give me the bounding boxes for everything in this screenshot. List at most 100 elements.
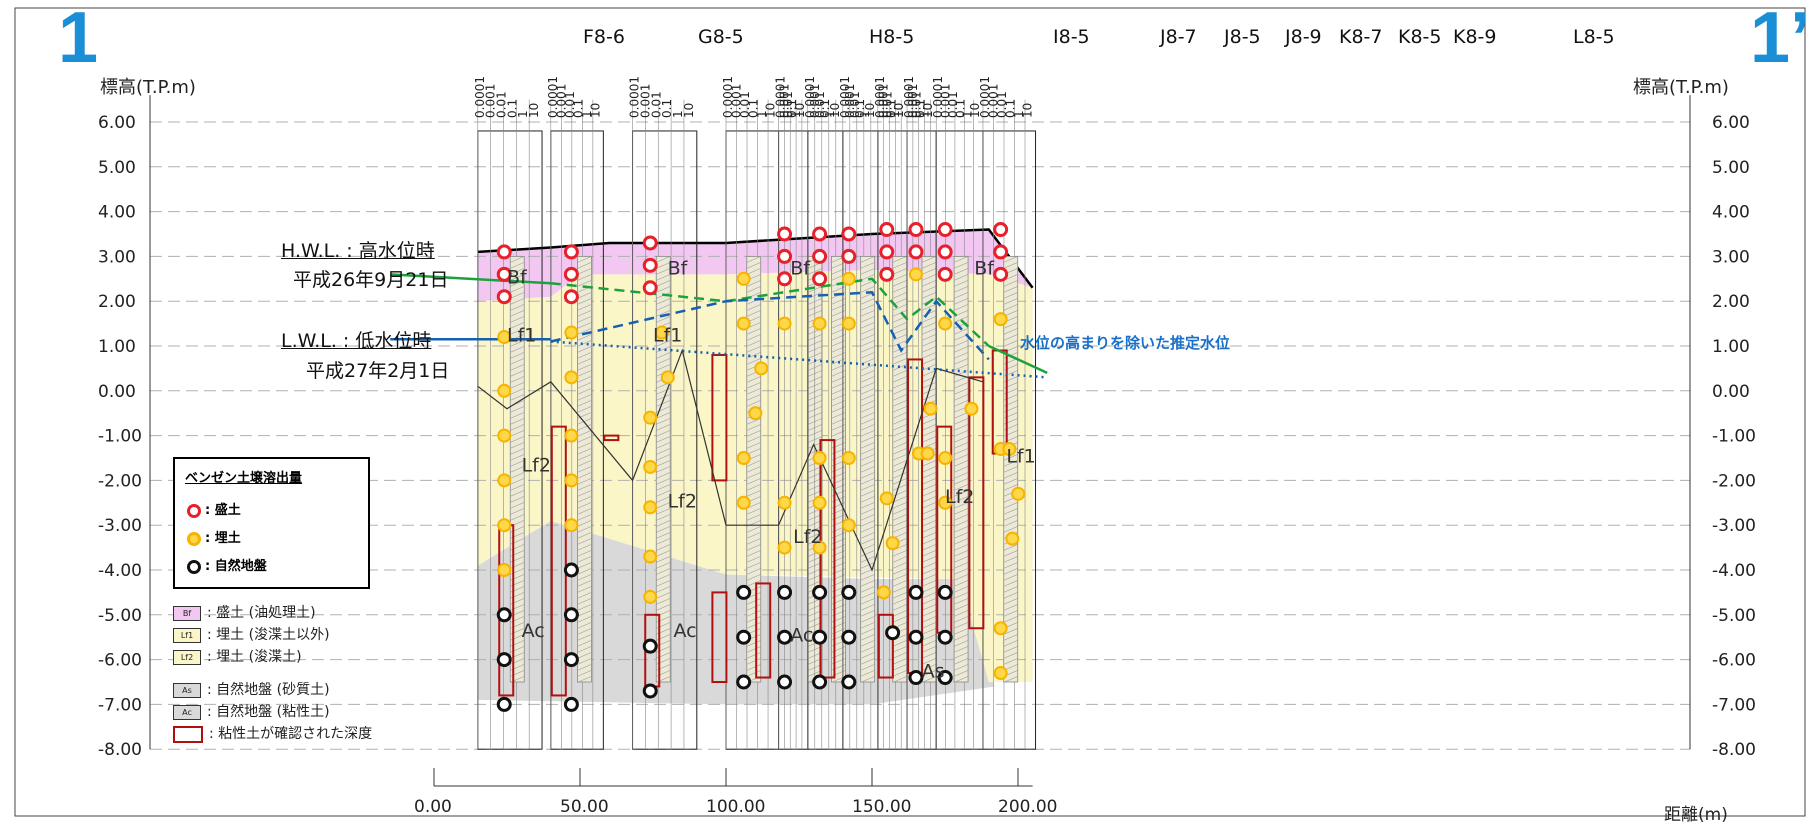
borehole-hatch — [656, 400, 671, 407]
borehole-hatch — [860, 370, 875, 377]
borehole-hatch — [577, 280, 592, 287]
borehole-hatch — [860, 520, 875, 527]
sample-point-natural — [736, 674, 752, 690]
borehole-hatch — [746, 490, 761, 497]
borehole-hatch — [577, 490, 592, 497]
borehole-hatch — [1003, 280, 1018, 287]
concentration-scale-label: 0.001 — [906, 84, 920, 118]
borehole-hatch — [892, 328, 907, 335]
sample-point-embankment — [812, 248, 828, 264]
hwl-line-end — [988, 344, 1048, 375]
layer-label: Bf — [507, 266, 528, 288]
borehole-hatch — [746, 580, 761, 587]
borehole-hatch — [892, 616, 907, 623]
borehole-hatch — [746, 382, 761, 389]
borehole-hatch — [953, 460, 969, 467]
borehole-hatch — [510, 442, 525, 449]
concentration-scale-label: 0.01 — [813, 91, 827, 118]
y-tick-label-left: 2.00 — [98, 292, 136, 312]
borehole-hatch — [892, 436, 907, 443]
borehole-hatch — [921, 394, 937, 401]
borehole-hatch — [746, 610, 761, 617]
concentration-scale-label: 10 — [527, 103, 541, 118]
borehole-hatch — [921, 268, 937, 275]
borehole-hatch — [510, 496, 525, 503]
borehole-hatch — [921, 352, 937, 359]
borehole-hatch — [1003, 502, 1018, 509]
concentration-scale-label: 1 — [580, 110, 594, 118]
borehole-hatch — [746, 262, 761, 269]
borehole-hatch — [860, 280, 875, 287]
borehole-hatch — [921, 616, 937, 623]
borehole-hatch — [953, 544, 969, 551]
borehole-hatch — [953, 628, 969, 635]
black-circle-icon — [187, 559, 201, 574]
sample-point-fill — [993, 666, 1008, 681]
borehole-hatch — [510, 370, 525, 377]
sample-point-fill — [938, 451, 953, 465]
borehole-hatch — [577, 538, 592, 545]
borehole-hatch — [577, 304, 592, 311]
borehole-hatch — [746, 652, 761, 659]
clay-depth-box — [755, 582, 772, 679]
borehole-hatch — [1003, 262, 1018, 269]
clay-depth-box — [711, 353, 728, 482]
legend-item-embankment: : 盛土 — [187, 499, 241, 518]
sample-point-fill — [736, 451, 751, 465]
borehole-hatch — [921, 622, 937, 629]
borehole-header: K8-5 — [1398, 26, 1442, 48]
borehole-hatch — [892, 460, 907, 467]
borehole-hatch — [953, 496, 969, 503]
borehole-hatch — [656, 490, 671, 497]
borehole-hatch — [577, 262, 592, 269]
layer-label: Bf — [974, 257, 995, 279]
borehole-hatch — [807, 394, 823, 401]
borehole-hatch — [892, 304, 907, 311]
hwl-date: 平成26年9月21日 — [293, 269, 449, 291]
borehole-hatch — [860, 460, 875, 467]
borehole-hatch — [860, 316, 875, 323]
borehole-hatch — [860, 484, 875, 491]
borehole-hatch — [510, 454, 525, 461]
sample-point-fill — [993, 621, 1008, 636]
sample-point-natural — [563, 652, 579, 668]
borehole-hatch — [953, 256, 969, 263]
borehole-hatch — [656, 478, 671, 485]
borehole-hatch — [656, 442, 671, 449]
concentration-scale-label: 0.0001 — [473, 76, 487, 118]
yellow-circle-icon — [187, 531, 201, 546]
borehole-hatch — [921, 490, 937, 497]
borehole-hatch — [577, 334, 592, 341]
borehole-hatch — [1003, 592, 1018, 599]
borehole-hatch — [577, 310, 592, 317]
concentration-scale-label: 0.0001 — [546, 76, 560, 118]
sample-point-fill — [993, 312, 1008, 327]
borehole-hatch — [577, 586, 592, 593]
borehole-hatch — [953, 304, 969, 311]
borehole-hatch — [577, 628, 592, 635]
borehole-hatch — [1003, 520, 1018, 527]
borehole-hatch — [921, 436, 937, 443]
borehole-hatch — [656, 352, 671, 359]
borehole-hatch — [953, 286, 969, 293]
sample-point-fill — [564, 325, 579, 340]
sample-point-natural — [736, 584, 752, 600]
borehole-hatch — [577, 352, 592, 359]
borehole-hatch — [656, 418, 671, 425]
borehole-hatch — [577, 256, 592, 263]
borehole-hatch — [860, 310, 875, 317]
sample-point-embankment — [642, 257, 658, 273]
borehole-hatch — [953, 562, 969, 569]
borehole-hatch — [577, 328, 592, 335]
layer-label: Lf1 — [507, 325, 536, 347]
borehole-hatch — [510, 298, 525, 305]
borehole-hatch — [860, 646, 875, 653]
borehole-hatch — [953, 514, 969, 521]
borehole-hatch — [953, 622, 969, 629]
borehole-hatch — [656, 550, 671, 557]
borehole-hatch — [921, 550, 937, 557]
borehole-hatch — [892, 550, 907, 557]
borehole-hatch — [1003, 550, 1018, 557]
borehole-hatch — [953, 508, 969, 515]
borehole-hatch — [892, 640, 907, 647]
